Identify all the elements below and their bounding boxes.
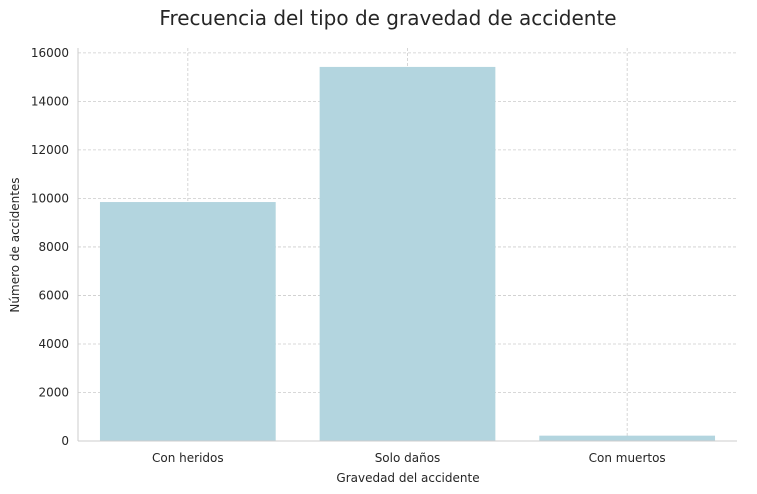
y-tick-label: 4000 [38,337,69,351]
x-tick-labels: Con heridos Solo daños Con muertos [152,451,666,465]
x-tick-label: Solo daños [375,451,441,465]
chart-title: Frecuencia del tipo de gravedad de accid… [159,6,616,30]
y-tick-label: 16000 [31,46,69,60]
x-tick-label: Con muertos [589,451,666,465]
y-tick-label: 6000 [38,288,69,302]
y-tick-label: 12000 [31,143,69,157]
y-axis-label: Número de accidentes [8,177,22,312]
bar [539,435,716,441]
y-tick-label: 8000 [38,240,69,254]
y-tick-label: 14000 [31,94,69,108]
y-tick-label: 2000 [38,385,69,399]
y-tick-label: 0 [61,434,69,448]
bar [319,66,496,441]
bar-layer [99,66,716,441]
x-tick-label: Con heridos [152,451,224,465]
x-axis-label: Gravedad del accidente [336,471,479,485]
bar [99,202,276,441]
y-tick-labels: 0 2000 4000 6000 8000 10000 12000 14000 16000 [31,46,69,448]
y-tick-label: 10000 [31,191,69,205]
